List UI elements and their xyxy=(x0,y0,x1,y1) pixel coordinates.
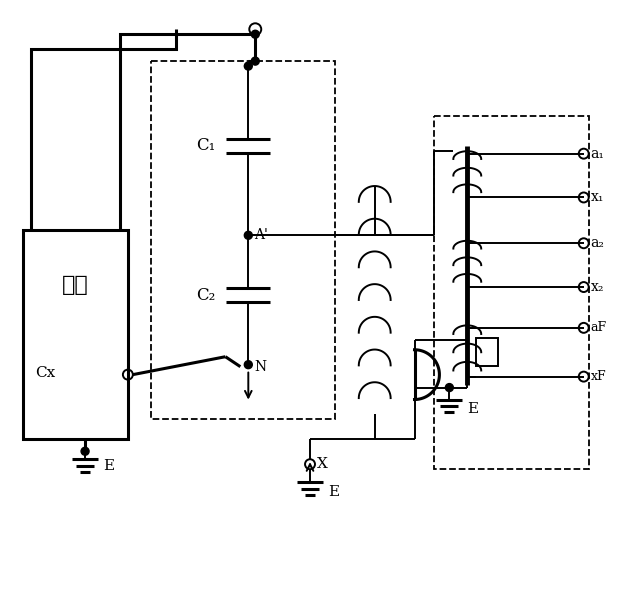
Text: N: N xyxy=(254,360,267,374)
Text: Cx: Cx xyxy=(35,366,56,379)
Circle shape xyxy=(244,361,252,369)
Text: x₁: x₁ xyxy=(591,191,604,204)
Bar xyxy=(434,116,588,469)
Text: E: E xyxy=(467,403,478,416)
Text: a₂: a₂ xyxy=(591,236,605,250)
Text: C₂: C₂ xyxy=(197,287,216,304)
Bar xyxy=(23,230,128,439)
Circle shape xyxy=(244,62,252,70)
Text: C₁: C₁ xyxy=(197,137,216,154)
Text: aF: aF xyxy=(591,321,607,334)
Text: a₁: a₁ xyxy=(591,147,605,160)
Text: 高压: 高压 xyxy=(62,274,88,296)
Text: x₂: x₂ xyxy=(591,280,604,294)
Text: A': A' xyxy=(254,229,268,242)
Text: E: E xyxy=(103,459,114,473)
Circle shape xyxy=(251,30,259,38)
Text: E: E xyxy=(328,485,339,499)
Bar xyxy=(476,338,498,366)
Text: X: X xyxy=(317,457,328,471)
Circle shape xyxy=(251,57,259,65)
Circle shape xyxy=(244,231,252,239)
Circle shape xyxy=(81,448,89,455)
Bar xyxy=(151,61,335,419)
Text: xF: xF xyxy=(591,370,607,383)
Circle shape xyxy=(445,384,453,391)
